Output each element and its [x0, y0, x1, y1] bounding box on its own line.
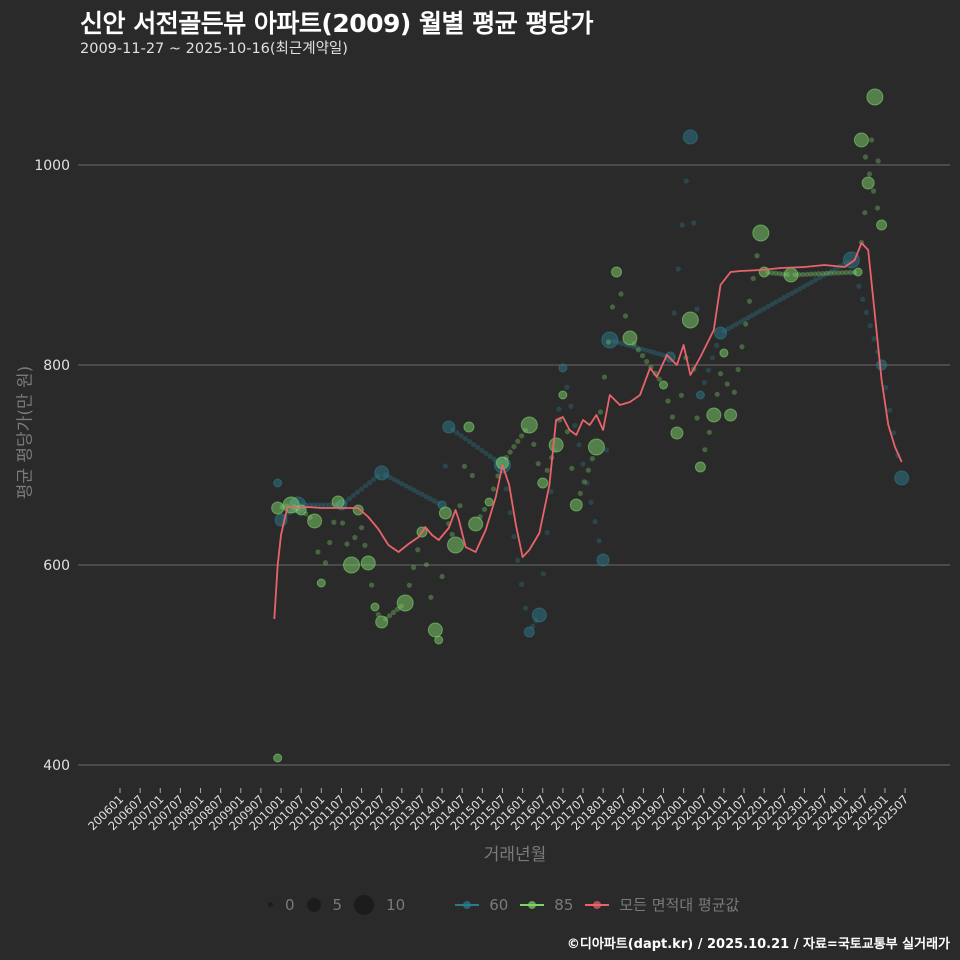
size-dot-icon: [306, 897, 321, 912]
footer-credit: ©디아파트(dapt.kr) / 2025.10.21 / 자료=국토교통부 실…: [566, 937, 950, 952]
svg-text:800: 800: [43, 358, 70, 374]
x-axis-label: 거래년월: [483, 845, 547, 865]
line-marker-icon: [585, 900, 610, 909]
legend-series-average[interactable]: 모든 면적대 평균값: [585, 894, 739, 915]
legend-size-label: 5: [332, 895, 343, 914]
x-axis-ticks: 2006012006072007012007072008012008072009…: [85, 788, 911, 833]
y-axis-label: 평균 평당가(만 원): [15, 365, 36, 500]
line-marker-icon: [520, 900, 545, 909]
svg-text:400: 400: [43, 758, 70, 774]
legend-size-0[interactable]: 0: [262, 896, 295, 914]
legend-series-85[interactable]: 85: [520, 896, 573, 914]
chart-title: 신안 서전골든뷰 아파트(2009) 월별 평균 평당가: [80, 9, 593, 38]
series-85: [271, 88, 888, 763]
legend-series-label: 60: [489, 895, 509, 914]
series-average: [273, 242, 903, 620]
svg-text:600: 600: [43, 558, 70, 574]
legend: 0 5 10 60 85 모든 면적대 평균값: [262, 894, 751, 915]
legend-series-60[interactable]: 60: [455, 896, 508, 914]
size-dot-icon: [354, 894, 375, 915]
line-marker-icon: [455, 900, 480, 909]
legend-size-10[interactable]: 10: [354, 894, 406, 915]
svg-text:1000: 1000: [34, 158, 70, 174]
legend-series-label: 모든 면적대 평균값: [619, 896, 740, 914]
chart-subtitle: 2009-11-27 ~ 2025-10-16(최근계약일): [80, 41, 348, 57]
gridlines: [78, 164, 950, 766]
size-dot-icon: [268, 902, 273, 907]
legend-size-label: 10: [386, 895, 406, 914]
legend-series-label: 85: [554, 895, 574, 914]
legend-size-label: 0: [285, 895, 295, 914]
y-axis-ticks: 400 600 800 1000: [34, 158, 70, 774]
legend-size-5[interactable]: 5: [306, 895, 343, 914]
